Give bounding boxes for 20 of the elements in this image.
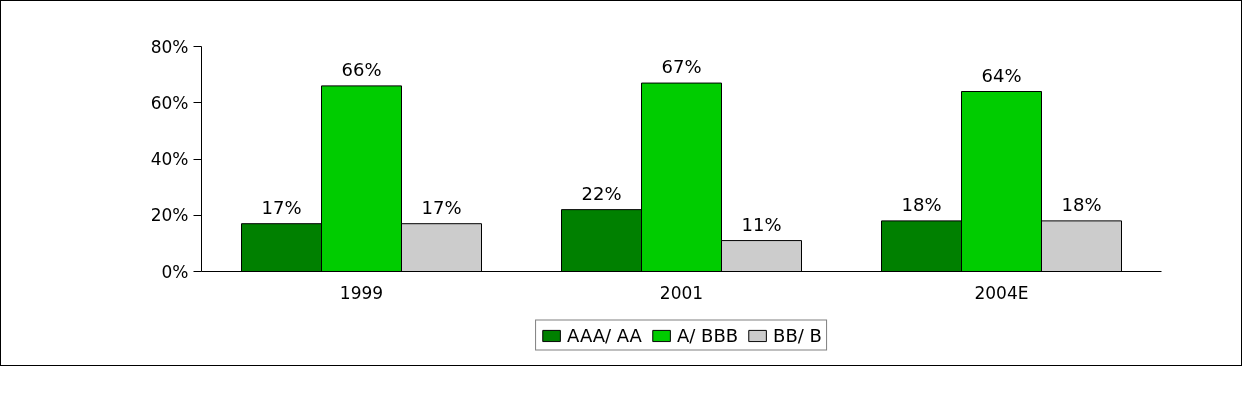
x-tick-label: 2004E — [974, 282, 1029, 303]
y-tick-label: 80% — [150, 36, 189, 57]
legend-label: AAA/ AA — [567, 324, 642, 346]
x-tick-label: 2001 — [659, 282, 704, 303]
data-label: 17% — [421, 196, 462, 218]
data-label: 18% — [901, 193, 942, 215]
data-label: 22% — [581, 182, 622, 204]
y-tick-label: 60% — [150, 92, 189, 113]
legend-label: BB/ B — [773, 324, 822, 346]
data-label: 17% — [261, 196, 302, 218]
y-tick-label: 40% — [150, 149, 189, 169]
data-label: 66% — [341, 58, 382, 80]
data-label: 18% — [1061, 193, 1102, 215]
y-tick-label: 20% — [150, 205, 189, 226]
legend-label: A/ BBB — [676, 324, 739, 346]
data-label: 11% — [741, 213, 782, 235]
data-label: 64% — [981, 64, 1022, 86]
data-label: 67% — [661, 56, 702, 78]
x-tick-label: 1999 — [339, 282, 384, 303]
y-tick-label: 0% — [161, 261, 189, 282]
